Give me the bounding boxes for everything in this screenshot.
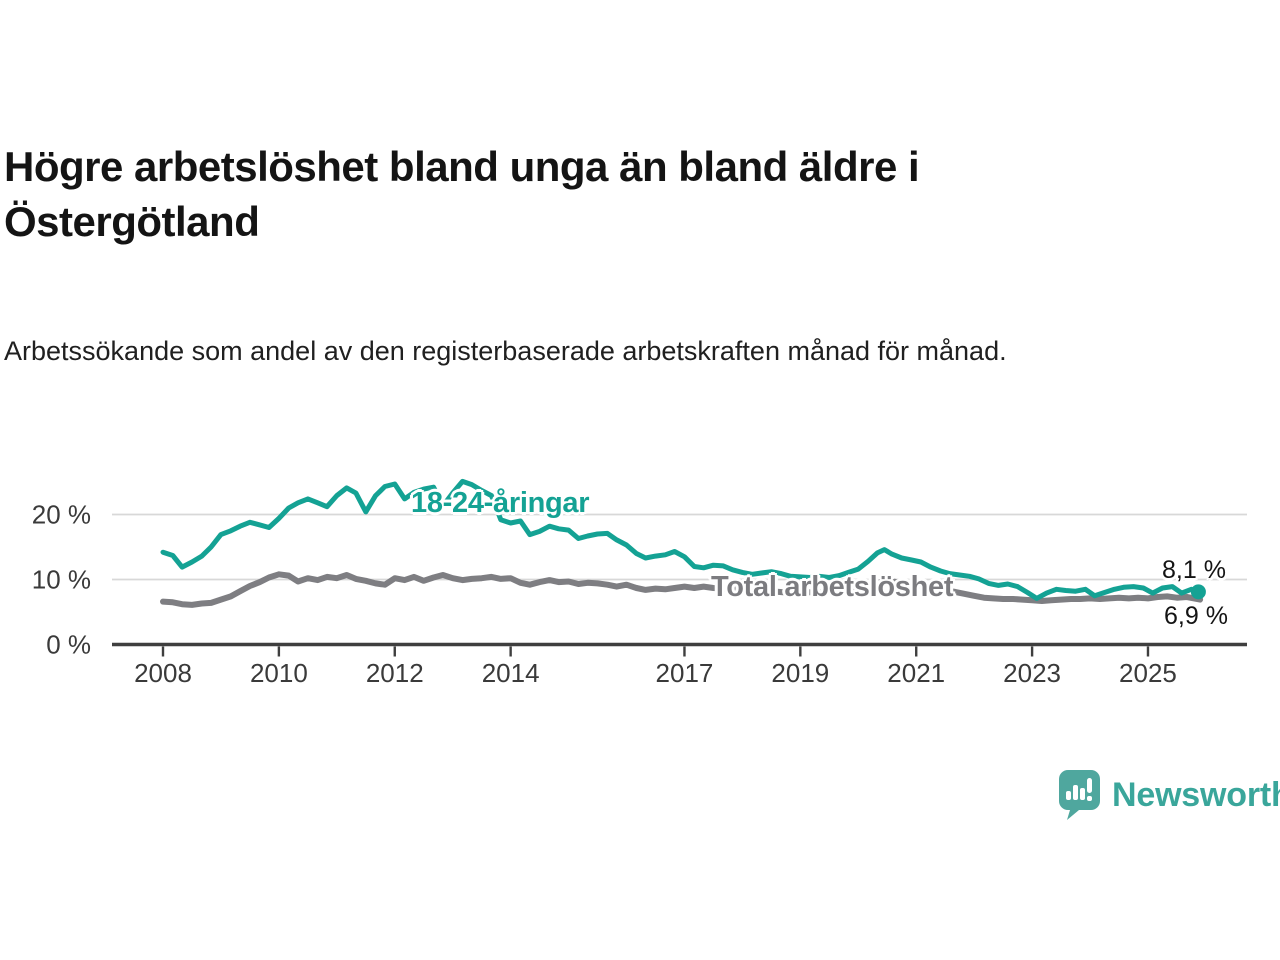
x-tick-label: 2012 bbox=[366, 658, 424, 688]
x-tick-label: 2025 bbox=[1119, 658, 1177, 688]
end-marker-dot bbox=[1190, 584, 1206, 600]
x-tick-label: 2021 bbox=[887, 658, 945, 688]
x-tick-label: 2023 bbox=[1003, 658, 1061, 688]
y-tick-label: 20 % bbox=[32, 500, 91, 530]
y-tick-label: 0 % bbox=[46, 630, 91, 660]
x-tick-label: 2019 bbox=[771, 658, 829, 688]
x-tick-label: 2008 bbox=[134, 658, 192, 688]
x-tick-label: 2010 bbox=[250, 658, 308, 688]
series-line bbox=[160, 571, 1204, 608]
series-label-young: 18-24-åringar bbox=[411, 487, 590, 519]
newsworthy-logo-icon bbox=[1059, 770, 1100, 820]
newsworthy-wordmark: Newsworthy bbox=[1112, 775, 1280, 814]
y-tick-label: 10 % bbox=[32, 565, 91, 595]
series-label-total: Total arbetslöshet bbox=[711, 571, 954, 603]
end-value-young: 8,1 % bbox=[1162, 556, 1226, 584]
x-tick-label: 2017 bbox=[656, 658, 714, 688]
end-value-total: 6,9 % bbox=[1164, 602, 1228, 630]
x-tick-label: 2014 bbox=[482, 658, 540, 688]
page-title: Högre arbetslöshet bland unga än bland ä… bbox=[4, 143, 920, 246]
chart-subtitle: Arbetssökande som andel av den registerb… bbox=[4, 336, 1007, 366]
newsworthy-logo: Newsworthy bbox=[1056, 769, 1280, 821]
series-line bbox=[160, 478, 1201, 601]
